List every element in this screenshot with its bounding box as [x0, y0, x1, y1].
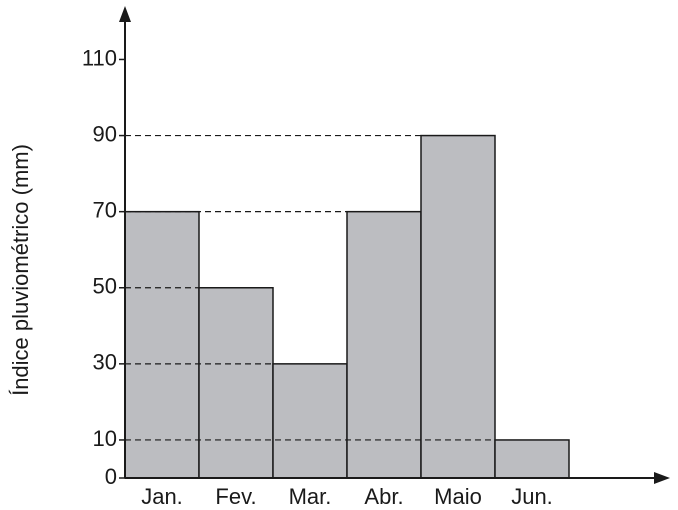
- x-tick-label: Jun.: [511, 484, 553, 509]
- y-tick-label: 90: [93, 121, 117, 146]
- x-axis-arrow: [654, 472, 670, 484]
- bar: [124, 210, 200, 479]
- x-tick-label: Jan.: [141, 484, 183, 509]
- y-axis-arrow: [119, 6, 131, 22]
- x-tick-label: Maio: [434, 484, 482, 509]
- y-tick-label: 10: [93, 426, 117, 451]
- bar: [198, 287, 274, 479]
- y-tick-label: 30: [93, 350, 117, 375]
- bar: [272, 363, 348, 479]
- y-tick-label: 0: [105, 464, 117, 489]
- y-tick-label: 110: [82, 45, 117, 70]
- x-tick-label: Abr.: [364, 484, 403, 509]
- y-tick-label: 70: [93, 197, 117, 222]
- bar: [346, 210, 422, 479]
- bar: [420, 134, 496, 479]
- y-axis-label: Índice pluviométrico (mm): [8, 144, 33, 396]
- bar: [494, 439, 570, 479]
- y-tick-label: 50: [93, 274, 117, 299]
- x-tick-label: Fev.: [215, 484, 256, 509]
- x-tick-label: Mar.: [289, 484, 332, 509]
